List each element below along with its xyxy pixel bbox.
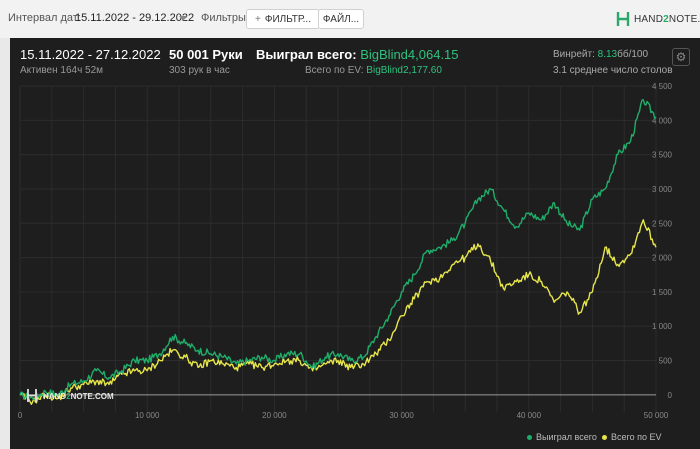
logo-text: HAND2NOTE.COM <box>634 13 700 25</box>
hands-count: 50 001 Руки <box>169 47 243 62</box>
y-tick-label: 3 000 <box>652 185 673 194</box>
won-label: Выиграл всего: <box>256 47 357 62</box>
interval-select[interactable]: 15.11.2022 - 29.12.2022 <box>75 12 195 24</box>
series-line-ev <box>19 219 657 405</box>
y-tick-label: 4 000 <box>652 116 673 125</box>
series-line-won <box>19 99 657 401</box>
ev-total: Всего по EV: BigBlind2,177.60 <box>305 65 442 76</box>
won-total: Выиграл всего: BigBlind4,064.15 <box>256 47 459 62</box>
chevron-down-icon[interactable] <box>179 16 187 21</box>
watermark-text: HAND2NOTE.COM <box>43 392 114 401</box>
x-tick-label: 40 000 <box>517 411 542 420</box>
y-tick-label: 2 000 <box>652 254 673 263</box>
ev-value: BigBlind2,177.60 <box>366 65 442 76</box>
ev-label: Всего по EV: <box>305 65 364 76</box>
legend-label-ev: Всего по EV <box>611 432 662 442</box>
x-tick-label: 30 000 <box>389 411 414 420</box>
active-time: Активен 164ч 52м <box>20 65 104 76</box>
y-tick-label: 3 500 <box>652 151 673 160</box>
files-button-label: ФАЙЛ... <box>322 14 360 25</box>
filters-label: Фильтры: <box>201 12 249 24</box>
legend-dot-ev <box>602 434 607 440</box>
avg-tables: 3.1 среднее число столов <box>553 65 673 76</box>
watermark-logo-icon <box>27 389 37 402</box>
graph-panel <box>10 38 700 449</box>
winrate-label: Винрейт: <box>553 49 595 60</box>
y-tick-label: 2 500 <box>652 219 673 228</box>
interval-label: Интервал дат: <box>8 12 81 24</box>
add-filter-button[interactable]: + ФИЛЬТР... <box>246 9 320 29</box>
chart-watermark: HAND2NOTE.COM <box>27 389 114 402</box>
legend-item-won[interactable]: Выиграл всего <box>527 432 597 442</box>
y-tick-label: 1 000 <box>652 322 673 331</box>
winrate-value: 8.13 <box>597 49 618 60</box>
hands-per-hour: 303 рук в час <box>169 65 230 76</box>
legend-dot-won <box>527 434 532 440</box>
winrate-suffix: бб/100 <box>617 49 649 60</box>
hand2note-logo: HAND2NOTE.COM <box>616 9 700 29</box>
legend-item-ev[interactable]: Всего по EV <box>602 432 661 442</box>
y-tick-label: 500 <box>659 357 673 366</box>
x-tick-label: 50 000 <box>644 411 669 420</box>
plus-icon: + <box>255 14 261 25</box>
date-range: 15.11.2022 - 27.12.2022 <box>20 47 161 62</box>
y-tick-label: 1 500 <box>652 288 673 297</box>
y-tick-label: 0 <box>668 391 673 400</box>
files-button[interactable]: ФАЙЛ... <box>318 9 364 29</box>
winrate: Винрейт: 8.13бб/100 <box>553 49 648 60</box>
top-toolbar: Интервал дат: 15.11.2022 - 29.12.2022 Фи… <box>0 0 700 38</box>
add-filter-label: ФИЛЬТР... <box>264 14 311 25</box>
won-value: BigBlind4,064.15 <box>360 47 459 62</box>
y-tick-label: 4 500 <box>652 82 673 91</box>
x-tick-label: 10 000 <box>135 411 160 420</box>
h-logo-icon <box>616 12 630 26</box>
gear-icon[interactable]: ⚙ <box>672 48 690 66</box>
legend-label-won: Выиграл всего <box>536 432 597 442</box>
x-tick-label: 20 000 <box>262 411 287 420</box>
x-tick-label: 0 <box>18 411 23 420</box>
